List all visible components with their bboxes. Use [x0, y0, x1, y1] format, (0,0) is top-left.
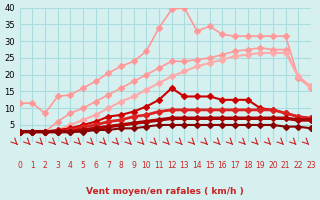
X-axis label: Vent moyen/en rafales ( km/h ): Vent moyen/en rafales ( km/h ): [86, 187, 244, 196]
